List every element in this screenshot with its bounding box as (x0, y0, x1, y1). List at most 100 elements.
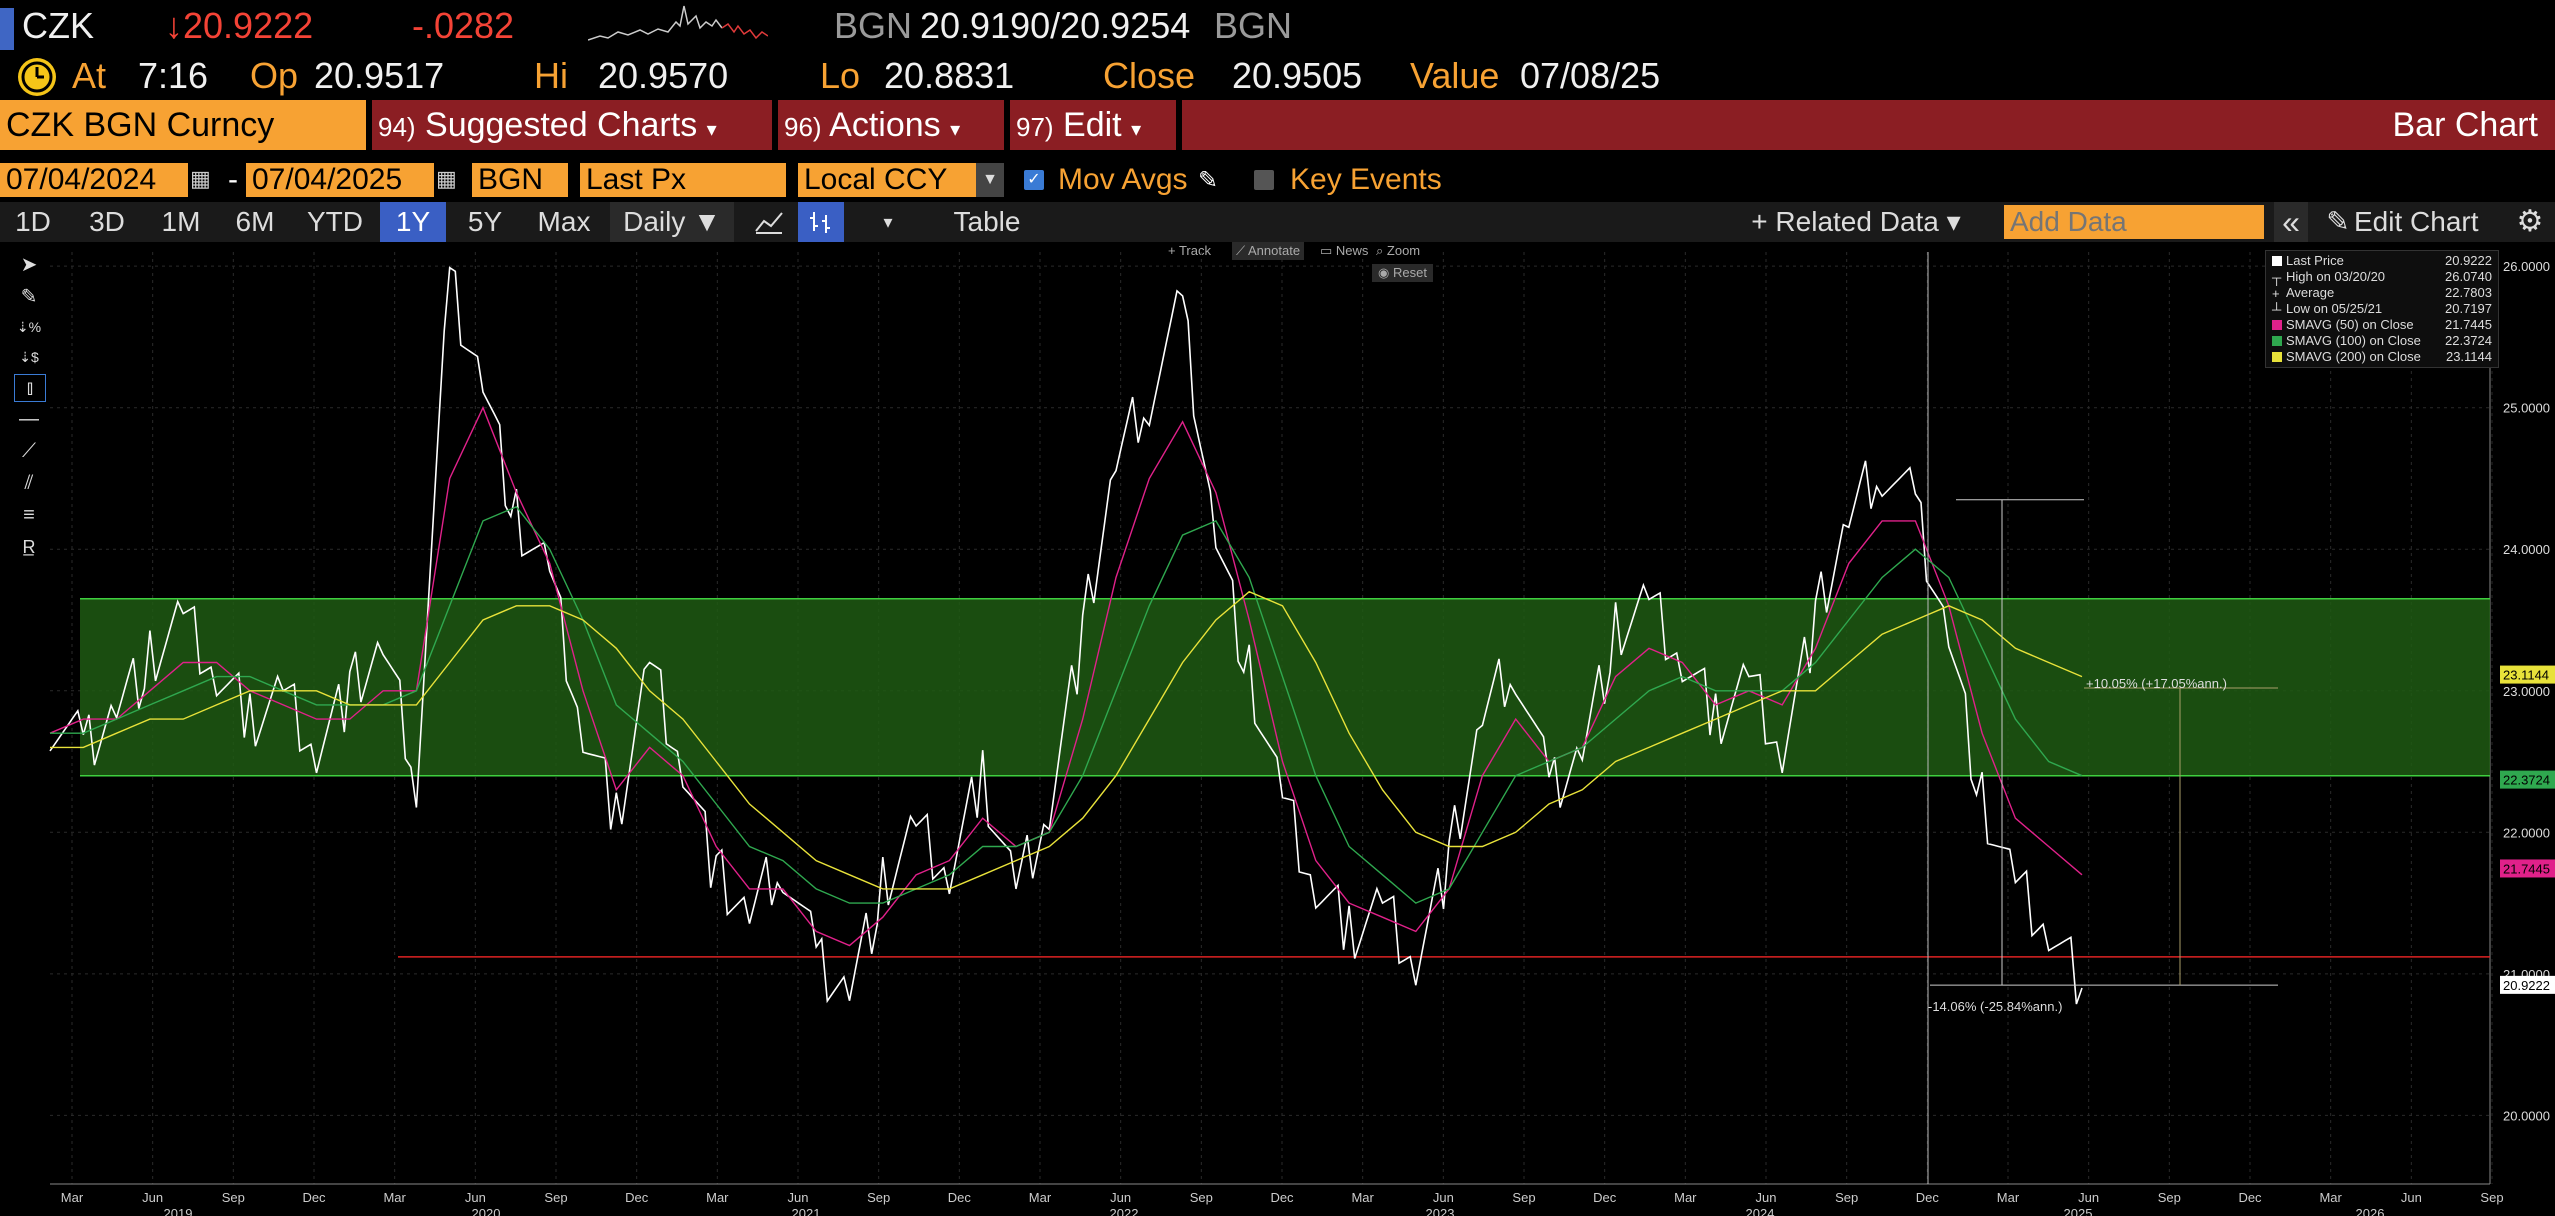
reset-label: Reset (1392, 265, 1427, 280)
legend-swatch: + (2272, 286, 2280, 301)
low-value: 20.8831 (884, 55, 1015, 96)
text-tool-icon[interactable]: R̲ (22, 537, 36, 557)
actions-label: Actions (829, 106, 941, 144)
chart-type-label: Bar Chart (2392, 106, 2539, 144)
x-year-label: 2023 (1426, 1206, 1455, 1216)
legend-value: 26.0740 (2445, 269, 2492, 284)
collapse-icon[interactable]: « (2274, 202, 2308, 242)
edit-label: Edit (1063, 106, 1122, 144)
range-1y[interactable]: 1Y (380, 202, 446, 242)
range-1d[interactable]: 1D (15, 206, 51, 237)
period-select[interactable]: Daily ▼ (610, 202, 734, 242)
price-chart[interactable]: 26.000025.000024.000023.000022.000021.00… (0, 242, 2555, 1216)
ticker-symbol: CZK (22, 5, 94, 46)
ask-ccy: BGN (1214, 5, 1293, 46)
close-value: 20.9505 (1232, 55, 1363, 96)
y-value-tag-label: 22.3724 (2503, 773, 2550, 788)
line-chart-icon[interactable] (748, 202, 790, 242)
range-max[interactable]: Max (537, 206, 591, 237)
at-label: At (72, 55, 107, 96)
edit-chart-button[interactable]: Edit Chart (2354, 206, 2479, 237)
field-selector[interactable]: Last Px (580, 163, 786, 197)
mov-avgs-checkbox[interactable]: ✓ (1024, 170, 1044, 190)
legend-value: 22.3724 (2445, 333, 2492, 348)
dollar-tool-icon[interactable]: ⇣$ (19, 349, 39, 365)
x-tick-label: Mar (2319, 1190, 2342, 1205)
y-tick-label: 20.0000 (2503, 1108, 2550, 1123)
suggested-charts-menu[interactable]: 94) Suggested Charts ▾ (372, 100, 772, 150)
pencil-icon[interactable]: ✎ (1198, 167, 1219, 194)
x-tick-label: Sep (222, 1190, 245, 1205)
y-value-tag (2500, 665, 2555, 684)
related-data-button[interactable]: + Related Data ▾ (1751, 206, 1961, 237)
x-tick-label: Jun (788, 1190, 809, 1205)
calendar-icon[interactable]: ▦ (436, 166, 457, 191)
end-date-field[interactable]: 07/04/2025 (246, 163, 434, 197)
x-year-label: 2026 (2356, 1206, 2385, 1216)
x-tick-label: Dec (625, 1190, 649, 1205)
x-year-label: 2020 (472, 1206, 501, 1216)
gear-icon[interactable]: ⚙ (2516, 205, 2544, 238)
chart-legend: Last Price 20.9222 ┬ High on 03/20/20 26.07… (2265, 250, 2499, 368)
annotate-tool[interactable]: ⟋ Annotate (1232, 242, 1305, 260)
range-6m[interactable]: 6M (235, 206, 275, 237)
edit-menu[interactable]: 97) Edit ▾ (1010, 100, 1176, 150)
security-field[interactable]: CZK BGN Curncy (0, 100, 366, 150)
bid-ask: 20.9190/20.9254 (920, 5, 1191, 46)
start-date-field[interactable]: 07/04/2024 (0, 163, 188, 197)
y-tick-label: 25.0000 (2503, 401, 2550, 416)
y-value-tag-label: 20.9222 (2503, 978, 2550, 993)
ccy-mode-select[interactable]: Local CCY (798, 163, 976, 197)
separator (366, 100, 372, 150)
sma200-series (50, 590, 2083, 890)
high-value: 20.9570 (598, 55, 729, 96)
net-change: -.0282 (412, 5, 515, 46)
add-data-input[interactable] (2004, 205, 2264, 239)
x-tick-label: Dec (1270, 1190, 1294, 1205)
actions-menu[interactable]: 96) Actions ▾ (778, 100, 1004, 150)
zoom-tool[interactable]: ⌕ Zoom (1376, 243, 1421, 258)
cursor-icon[interactable]: ➤ (20, 254, 38, 276)
legend-value: 23.1144 (2445, 349, 2492, 364)
ticker-flag (0, 8, 14, 50)
news-tool[interactable]: ▭ News (1320, 243, 1369, 258)
table-button[interactable]: Table (953, 206, 1021, 237)
x-tick-label: Jun (142, 1190, 163, 1205)
reset-button[interactable]: ◉ Reset (1372, 264, 1433, 282)
pen-icon[interactable]: ✎ (20, 286, 38, 308)
sma100-series (50, 505, 2083, 904)
channel-icon[interactable]: ⫽ (24, 472, 34, 494)
loss-annotation: -14.06% (-25.84%ann.) (1928, 999, 2063, 1014)
legend-value: 21.7445 (2445, 317, 2492, 332)
drawing-toolbar: ➤ ✎ ⇣% ⇣$ ⫾ — ⟋ ⫽ ≡ R̲ (0, 242, 48, 572)
percent-tool-icon[interactable]: ⇣% (16, 319, 42, 335)
actions-num: 96) (784, 112, 822, 142)
legend-swatch (2272, 256, 2282, 266)
bar-chart-icon[interactable] (798, 202, 844, 242)
open-value: 20.9517 (314, 55, 445, 96)
fib-icon[interactable]: ≡ (23, 504, 35, 526)
trend-line-icon[interactable]: ⟋ (22, 440, 36, 462)
range-ytd[interactable]: YTD (307, 206, 363, 237)
range-1m[interactable]: 1M (161, 206, 201, 237)
edit-chart-pencil-icon: ✎ (2326, 206, 2350, 237)
x-tick-label: Dec (1916, 1190, 1940, 1205)
range-5y[interactable]: 5Y (467, 206, 503, 237)
track-tool[interactable]: + Track (1168, 243, 1211, 258)
zoom-label: Zoom (1386, 243, 1421, 258)
calendar-icon[interactable]: ▦ (190, 166, 211, 191)
caret-down-icon[interactable]: ▾ (883, 212, 893, 232)
legend-label: SMAVG (50) on Close (2286, 317, 2414, 332)
legend-low: ┴ Low on 05/25/21 20.7197 (2272, 301, 2492, 317)
bracket-tool-icon[interactable]: ⫾ (14, 374, 46, 402)
legend-swatch: ┴ (2272, 302, 2282, 317)
x-tick-label: Sep (2480, 1190, 2503, 1205)
close-label: Close (1103, 55, 1196, 96)
key-events-checkbox[interactable] (1254, 170, 1274, 190)
dropdown-arrow-icon[interactable]: ▼ (976, 163, 1004, 197)
range-3d[interactable]: 3D (89, 206, 125, 237)
currency-field[interactable]: BGN (472, 163, 568, 197)
x-tick-label: Sep (867, 1190, 890, 1205)
separator (772, 100, 778, 150)
horizontal-line-icon[interactable]: — (19, 408, 39, 430)
